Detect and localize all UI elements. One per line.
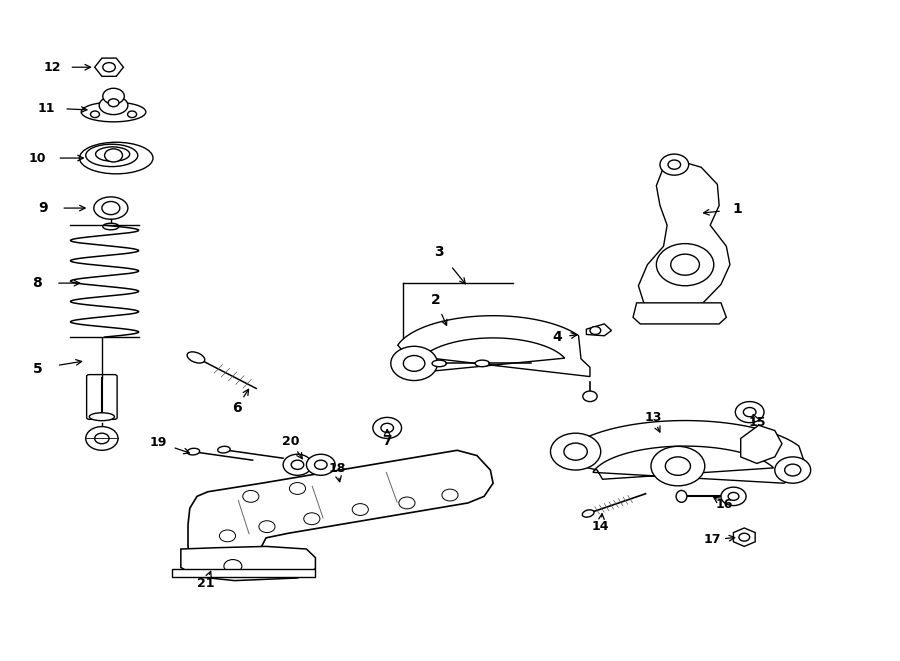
- FancyBboxPatch shape: [86, 375, 117, 419]
- Circle shape: [551, 433, 600, 470]
- Circle shape: [775, 457, 811, 483]
- Circle shape: [651, 446, 705, 486]
- Ellipse shape: [582, 510, 594, 517]
- Text: 1: 1: [733, 202, 742, 216]
- Ellipse shape: [95, 147, 130, 161]
- Circle shape: [739, 533, 750, 541]
- Polygon shape: [741, 425, 782, 463]
- Text: 2: 2: [431, 293, 440, 307]
- Ellipse shape: [103, 223, 119, 230]
- Circle shape: [314, 460, 327, 469]
- Circle shape: [442, 489, 458, 501]
- Circle shape: [292, 460, 304, 469]
- Circle shape: [735, 402, 764, 422]
- Polygon shape: [398, 316, 590, 377]
- Circle shape: [94, 433, 109, 444]
- Ellipse shape: [218, 446, 230, 453]
- Circle shape: [103, 63, 115, 72]
- Text: 19: 19: [149, 436, 167, 449]
- Ellipse shape: [187, 448, 200, 455]
- Circle shape: [304, 513, 320, 525]
- Circle shape: [668, 160, 680, 169]
- Ellipse shape: [94, 197, 128, 219]
- Polygon shape: [734, 528, 755, 547]
- Polygon shape: [94, 58, 123, 76]
- Circle shape: [743, 408, 756, 416]
- Polygon shape: [560, 420, 806, 483]
- Circle shape: [583, 391, 597, 402]
- Text: 11: 11: [38, 102, 55, 114]
- Circle shape: [284, 454, 311, 475]
- Polygon shape: [181, 547, 315, 580]
- Circle shape: [259, 521, 275, 533]
- Circle shape: [399, 497, 415, 509]
- Circle shape: [128, 111, 137, 118]
- Text: 10: 10: [29, 151, 46, 165]
- Circle shape: [86, 426, 118, 450]
- Ellipse shape: [86, 144, 138, 167]
- Polygon shape: [188, 450, 493, 568]
- Text: 8: 8: [32, 276, 42, 290]
- Circle shape: [220, 530, 236, 542]
- Text: 14: 14: [592, 520, 609, 533]
- Circle shape: [728, 492, 739, 500]
- Circle shape: [391, 346, 437, 381]
- Ellipse shape: [475, 360, 490, 367]
- Circle shape: [91, 111, 100, 118]
- Text: 16: 16: [716, 498, 733, 511]
- Circle shape: [721, 487, 746, 506]
- Circle shape: [373, 417, 401, 438]
- Text: 20: 20: [282, 434, 299, 447]
- Text: 17: 17: [703, 533, 721, 546]
- Text: 18: 18: [328, 462, 346, 475]
- Circle shape: [656, 244, 714, 286]
- Circle shape: [108, 98, 119, 106]
- Text: 13: 13: [644, 411, 662, 424]
- Circle shape: [104, 149, 122, 162]
- Circle shape: [660, 154, 688, 175]
- Circle shape: [306, 454, 335, 475]
- Circle shape: [670, 254, 699, 275]
- Ellipse shape: [187, 352, 205, 363]
- Ellipse shape: [99, 96, 128, 114]
- Text: 4: 4: [553, 330, 562, 344]
- Polygon shape: [633, 303, 726, 324]
- Ellipse shape: [432, 360, 446, 367]
- Circle shape: [564, 443, 588, 460]
- Ellipse shape: [79, 142, 153, 174]
- Text: 6: 6: [231, 401, 241, 415]
- Text: 9: 9: [38, 201, 48, 215]
- Polygon shape: [638, 162, 730, 313]
- Circle shape: [665, 457, 690, 475]
- Circle shape: [590, 327, 600, 334]
- Polygon shape: [587, 324, 611, 336]
- Text: 21: 21: [197, 577, 215, 590]
- Text: 5: 5: [32, 362, 42, 375]
- Ellipse shape: [81, 102, 146, 122]
- Circle shape: [224, 560, 242, 572]
- Circle shape: [352, 504, 368, 516]
- Ellipse shape: [676, 490, 687, 502]
- Circle shape: [103, 89, 124, 104]
- Text: 3: 3: [435, 245, 444, 258]
- Polygon shape: [172, 568, 315, 577]
- Circle shape: [290, 483, 305, 494]
- Circle shape: [243, 490, 259, 502]
- Text: 12: 12: [44, 61, 61, 74]
- Circle shape: [381, 423, 393, 432]
- Text: 7: 7: [382, 434, 392, 448]
- Text: 15: 15: [748, 416, 766, 429]
- Circle shape: [403, 356, 425, 371]
- Circle shape: [102, 202, 120, 215]
- Circle shape: [785, 464, 801, 476]
- Ellipse shape: [89, 412, 114, 420]
